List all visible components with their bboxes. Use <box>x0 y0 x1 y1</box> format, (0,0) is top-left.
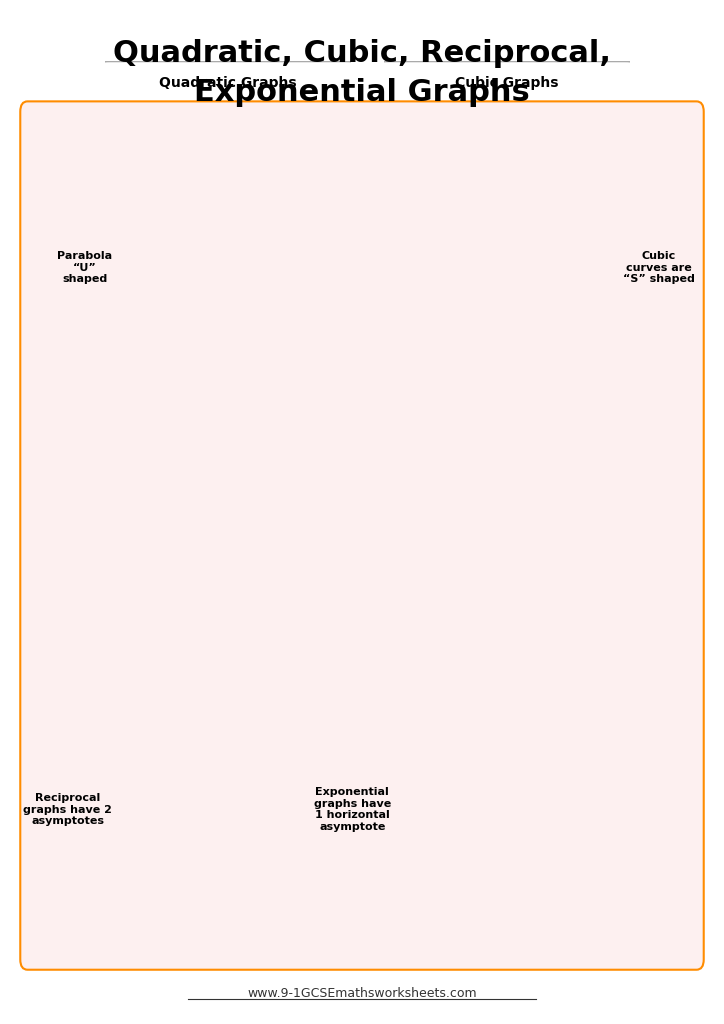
Text: 5: 5 <box>293 357 298 367</box>
FancyBboxPatch shape <box>98 466 358 543</box>
Text: -5: -5 <box>156 357 164 367</box>
Text: x: x <box>602 758 607 767</box>
Text: 5: 5 <box>233 671 238 680</box>
FancyBboxPatch shape <box>98 61 358 138</box>
Point <box>206 520 215 532</box>
Text: 5: 5 <box>512 254 517 263</box>
Text: -5: -5 <box>156 785 164 795</box>
Text: -5: -5 <box>435 357 443 367</box>
Text: x: x <box>323 332 328 341</box>
Text: Cubic Graphs: Cubic Graphs <box>455 76 558 90</box>
Text: Cubic
curves are
“S” shaped: Cubic curves are “S” shaped <box>623 251 694 285</box>
Text: y = ax² + bx + c: y = ax² + bx + c <box>172 115 285 128</box>
Text: y = aˣ: y = aˣ <box>480 517 534 535</box>
Text: y = ax³ + bx² + cx + d: y = ax³ + bx² + cx + d <box>429 115 584 128</box>
Text: www.9-1GCSEmathsworksheets.com: www.9-1GCSEmathsworksheets.com <box>247 987 477 999</box>
Text: Highest
power
is 3: Highest power is 3 <box>550 400 605 444</box>
Text: -5: -5 <box>435 785 443 795</box>
Text: 5: 5 <box>572 357 577 367</box>
Text: Highest
power
is - 1: Highest power is - 1 <box>272 841 326 885</box>
Text: Quadratic, Cubic, Reciprocal,: Quadratic, Cubic, Reciprocal, <box>113 39 611 68</box>
Text: x: x <box>602 332 607 341</box>
Text: Exponential Graphs: Exponential Graphs <box>194 78 530 106</box>
FancyBboxPatch shape <box>376 61 637 138</box>
Text: x: x <box>236 531 245 545</box>
Text: Highest
power
is 2: Highest power is 2 <box>272 400 326 444</box>
Text: 5: 5 <box>572 785 577 795</box>
Text: Highest
power
is x: Highest power is x <box>550 841 605 885</box>
Text: y: y <box>510 145 515 155</box>
Point <box>266 520 274 532</box>
FancyBboxPatch shape <box>376 466 637 543</box>
Text: 10: 10 <box>512 572 522 582</box>
Text: 5: 5 <box>233 254 238 263</box>
Text: Parabola
“U”
shaped: Parabola “U” shaped <box>57 251 112 285</box>
Text: a: a <box>236 507 245 520</box>
Text: Reciprocal
graphs have 2
asymptotes: Reciprocal graphs have 2 asymptotes <box>23 793 112 826</box>
Text: 10: 10 <box>512 166 522 174</box>
Text: y =: y = <box>164 519 191 532</box>
Text: Exponential
graphs have
1 horizontal
asymptote: Exponential graphs have 1 horizontal asy… <box>313 787 391 831</box>
Text: y: y <box>232 145 237 155</box>
Text: 5: 5 <box>293 785 298 795</box>
Text: 5: 5 <box>512 671 517 680</box>
Text: Exponential Graphs: Exponential Graphs <box>430 480 584 495</box>
Text: y: y <box>232 551 237 560</box>
Text: 10: 10 <box>233 572 243 582</box>
Text: y: y <box>510 551 515 560</box>
Text: Quadratic Graphs: Quadratic Graphs <box>159 76 297 90</box>
Text: x: x <box>323 758 328 767</box>
Text: Reciprocal Graphs: Reciprocal Graphs <box>157 480 299 495</box>
Text: 10: 10 <box>233 166 243 174</box>
